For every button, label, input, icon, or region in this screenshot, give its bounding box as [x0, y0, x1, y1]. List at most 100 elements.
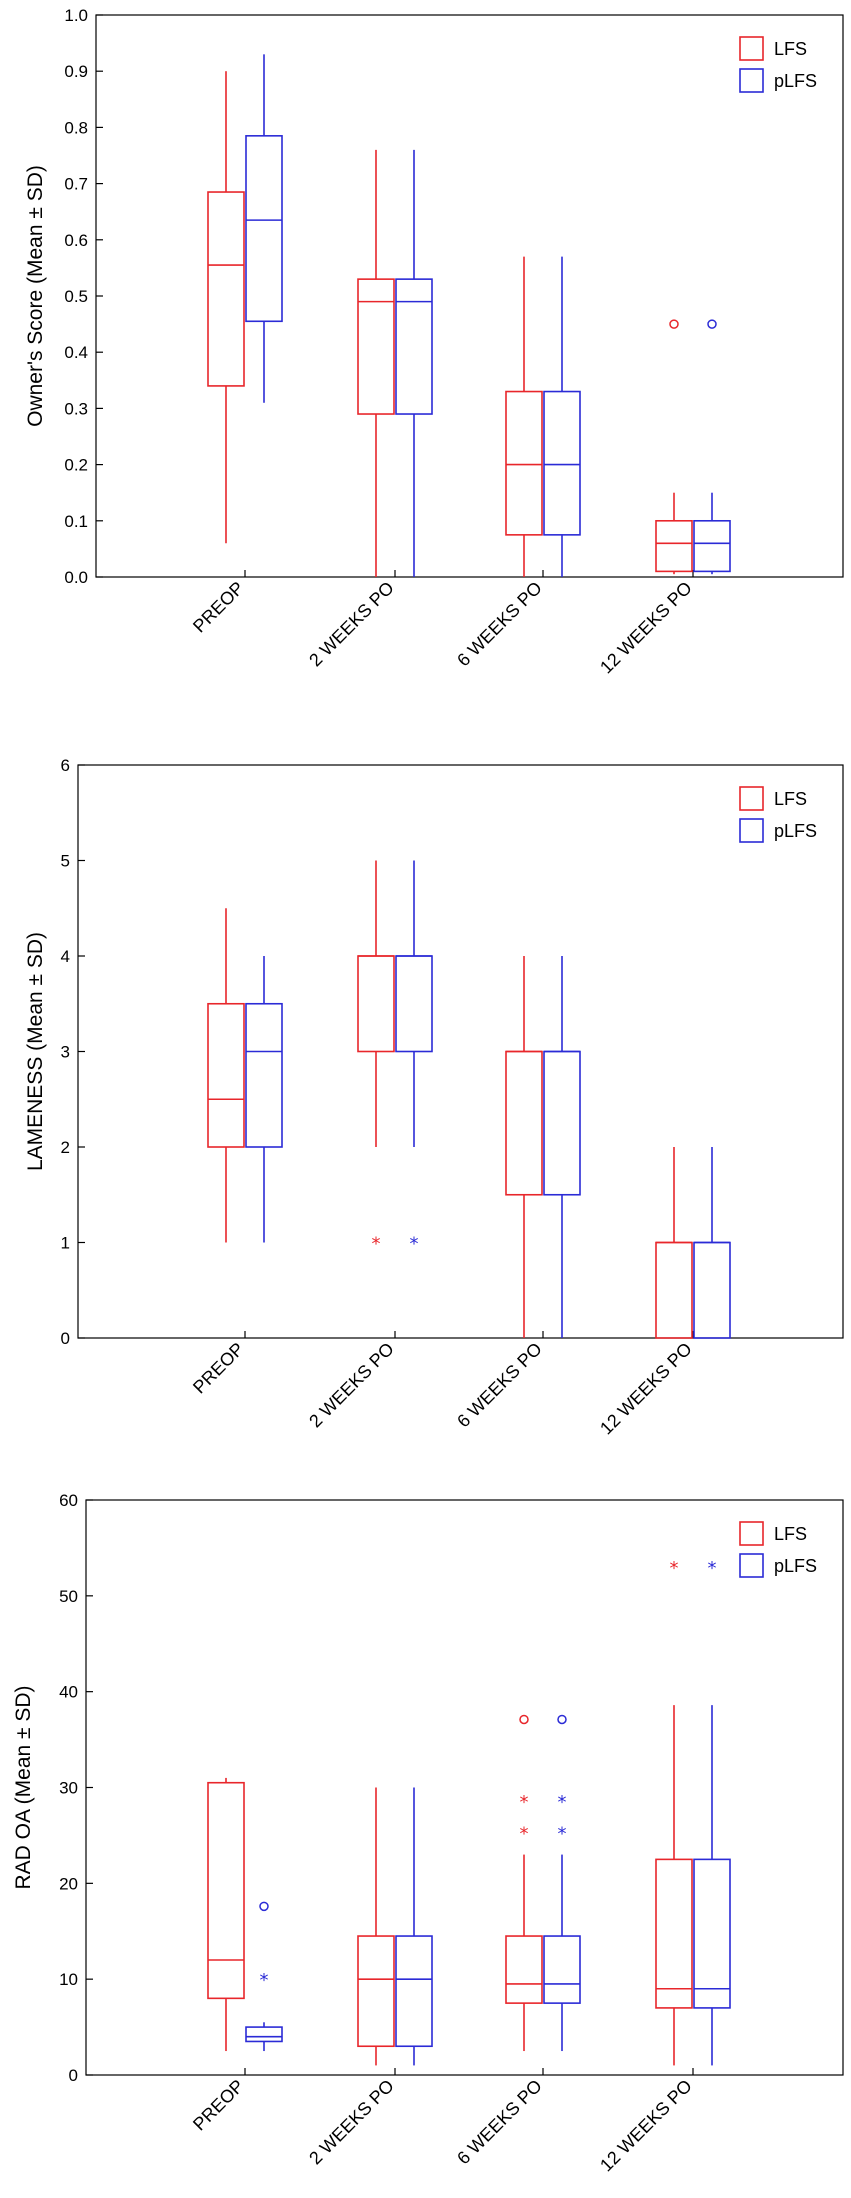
- box-body: [357, 278, 395, 415]
- box-body: [207, 1002, 245, 1148]
- x-tick-label-2-weeks-po: 2 WEEKS PO: [305, 2076, 398, 2169]
- box-body: [505, 390, 543, 536]
- box-body: [245, 135, 283, 323]
- outlier-star: *: [520, 1824, 529, 1845]
- x-tick-label-preop: PREOP: [189, 578, 248, 637]
- chart-panel-2: 0 1 2 3 4 5 6 LAMENESS (Mean ± SD) PREOP 2 WEEKS …: [24, 756, 844, 1439]
- y-tick-label: 0.3: [64, 399, 88, 418]
- y-tick-label: 5: [61, 852, 70, 871]
- y-tick-label: 60: [59, 1491, 78, 1510]
- outlier-circle: [259, 1901, 269, 1912]
- box-body: [245, 2026, 283, 2043]
- box-body: [543, 1050, 581, 1196]
- box-lfs-2-weeks-po: *: [357, 860, 395, 1255]
- box-body: [357, 1935, 395, 2048]
- y-tick-label: 30: [59, 1779, 78, 1798]
- box-plfs-preop: [245, 54, 283, 403]
- legend-swatch-plfs: [739, 1553, 764, 1578]
- legend-label-lfs: LFS: [774, 789, 807, 809]
- y-tick-label: 0.9: [64, 62, 88, 81]
- x-tick-label-6-weeks-po: 6 WEEKS PO: [453, 1339, 546, 1432]
- legend-swatch-lfs: [739, 36, 764, 61]
- x-tick-label-12-weeks-po: 12 WEEKS PO: [596, 578, 696, 678]
- y-tick-label: 0.5: [64, 287, 88, 306]
- x-tick-label-6-weeks-po: 6 WEEKS PO: [453, 578, 546, 671]
- box-lfs-preop: [207, 1777, 245, 2052]
- chart-panel-3: 0 10 20 30 40 50 60 RAD OA (Mean ± SD) PREOP 2 WE…: [12, 1491, 844, 2176]
- box-body: [395, 278, 433, 415]
- legend-swatch-lfs: [739, 786, 764, 811]
- y-tick-label: 2: [61, 1138, 70, 1157]
- x-tick-label-preop: PREOP: [189, 1339, 248, 1398]
- outlier-circle: [519, 1714, 529, 1725]
- box-body: [395, 955, 433, 1053]
- box-body: [655, 519, 693, 573]
- y-tick-label: 4: [61, 947, 70, 966]
- y-tick-label: 10: [59, 1970, 78, 1989]
- legend: LFS pLFS: [739, 786, 817, 843]
- y-axis-title: LAMENESS (Mean ± SD): [24, 932, 47, 1171]
- x-tick-label-6-weeks-po: 6 WEEKS PO: [453, 2076, 546, 2169]
- legend-swatch-plfs: [739, 68, 764, 93]
- box-plfs-12-weeks-po: [693, 319, 731, 575]
- box-lfs-2-weeks-po: [357, 1787, 395, 2066]
- y-tick-label: 0.4: [64, 343, 88, 362]
- y-axis-title: RAD OA (Mean ± SD): [12, 1685, 35, 1889]
- chart-panel-1: 0.0 0.1 0.2 0.3 0.4 0.5 0.6 0.7 0.8 0.9 1.0 Owner's…: [24, 6, 844, 678]
- y-tick-label: 0: [61, 1329, 70, 1348]
- y-tick-label: 0.1: [64, 512, 88, 531]
- x-tick-label-12-weeks-po: 12 WEEKS PO: [596, 2076, 696, 2176]
- box-body: [505, 1935, 543, 2004]
- box-body: [655, 1858, 693, 2009]
- box-plfs-preop: *: [245, 1901, 283, 2052]
- box-plfs-2-weeks-po: [395, 149, 433, 577]
- box-body: [693, 1241, 731, 1339]
- outlier-star: *: [410, 1234, 419, 1255]
- outlier-star: *: [558, 1824, 567, 1845]
- legend: LFS pLFS: [739, 36, 817, 93]
- box-body: [207, 191, 245, 387]
- legend-label-lfs: LFS: [774, 39, 807, 59]
- box-body: [395, 1935, 433, 2048]
- box-plfs-12-weeks-po: [693, 1147, 731, 1339]
- outlier-star: *: [372, 1234, 381, 1255]
- y-tick-label: 0.7: [64, 175, 88, 194]
- box-lfs-12-weeks-po: *: [655, 1558, 693, 2066]
- box-lfs-preop: [207, 908, 245, 1243]
- box-body: [693, 519, 731, 573]
- box-body: [693, 1858, 731, 2009]
- y-tick-label: 20: [59, 1874, 78, 1893]
- y-tick-label: 0.2: [64, 456, 88, 475]
- box-lfs-12-weeks-po: [655, 1147, 693, 1339]
- box-plfs-6-weeks-po: **: [543, 1714, 581, 2052]
- x-tick-label-2-weeks-po: 2 WEEKS PO: [305, 578, 398, 671]
- x-tick-label-12-weeks-po: 12 WEEKS PO: [596, 1339, 696, 1439]
- box-lfs-6-weeks-po: [505, 256, 543, 577]
- box-body: [543, 1935, 581, 2004]
- outlier-circle: [557, 1714, 567, 1725]
- box-body: [655, 1241, 693, 1339]
- box-lfs-6-weeks-po: [505, 956, 543, 1338]
- box-lfs-6-weeks-po: **: [505, 1714, 543, 2052]
- y-tick-label: 0.0: [64, 568, 88, 587]
- outlier-star: *: [260, 1970, 269, 1991]
- box-body: [543, 390, 581, 536]
- box-plfs-preop: [245, 956, 283, 1243]
- outlier-circle: [669, 319, 679, 329]
- outlier-star: *: [520, 1792, 529, 1813]
- y-tick-label: 1.0: [64, 6, 88, 25]
- box-body: [505, 1050, 543, 1196]
- legend-swatch-lfs: [739, 1521, 764, 1546]
- y-tick-label: 40: [59, 1683, 78, 1702]
- box-body: [357, 955, 395, 1053]
- outlier-star: *: [670, 1558, 679, 1579]
- legend-label-plfs: pLFS: [774, 821, 817, 841]
- box-lfs-12-weeks-po: [655, 319, 693, 575]
- plot-frame: [77, 764, 844, 1339]
- legend-label-plfs: pLFS: [774, 71, 817, 91]
- y-tick-label: 3: [61, 1043, 70, 1062]
- box-plfs-6-weeks-po: [543, 256, 581, 577]
- y-tick-label: 0.8: [64, 118, 88, 137]
- y-tick-label: 1: [61, 1234, 70, 1253]
- outlier-star: *: [708, 1558, 717, 1579]
